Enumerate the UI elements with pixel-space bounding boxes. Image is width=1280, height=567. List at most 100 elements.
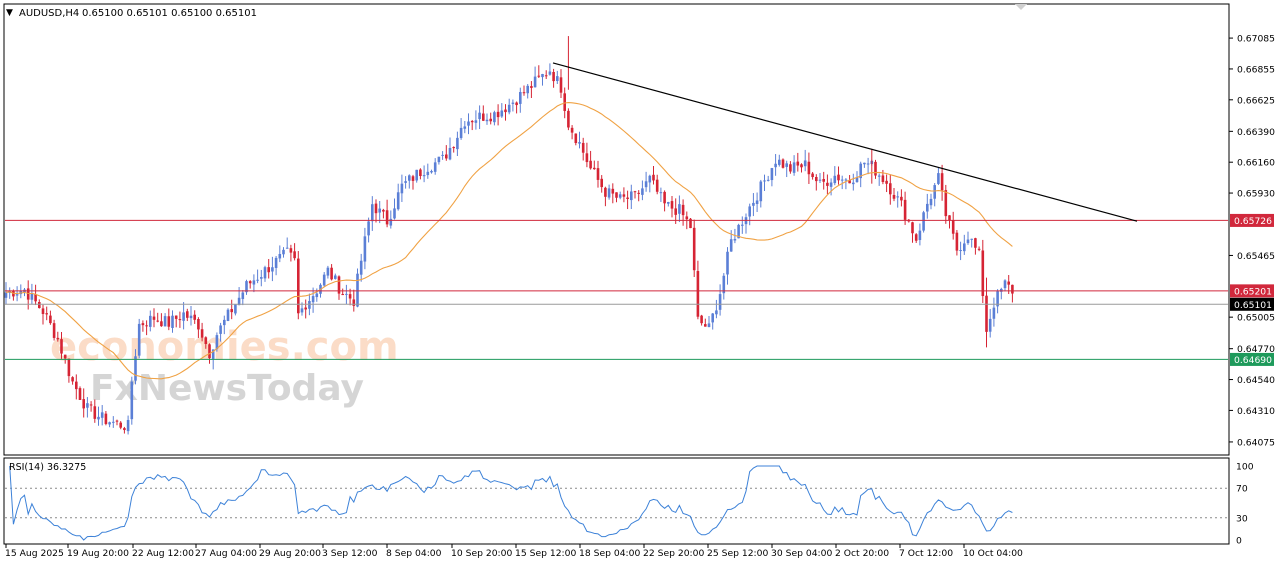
time-tick-label: 10 Sep 20:00 xyxy=(451,548,512,559)
candle-body xyxy=(337,276,341,294)
price-level-badge xyxy=(1230,352,1274,366)
candle-body xyxy=(52,323,56,338)
candle-body xyxy=(248,281,252,284)
candle-body xyxy=(308,300,311,309)
candle-body xyxy=(82,399,85,409)
rsi-tick-label: 70 xyxy=(1236,484,1248,495)
price-pane xyxy=(3,3,1230,456)
candle-body xyxy=(615,192,618,198)
candle-body xyxy=(208,344,211,359)
candle-body xyxy=(237,297,241,306)
candle-body xyxy=(704,324,707,327)
candle-body xyxy=(470,121,474,123)
candle-body xyxy=(811,173,814,178)
candle-body xyxy=(211,349,215,359)
candle-body xyxy=(1003,280,1007,289)
candle-body xyxy=(367,221,370,236)
candle-body xyxy=(903,199,907,220)
candle-body xyxy=(396,192,400,210)
candle-body xyxy=(733,238,737,241)
candle-body xyxy=(134,356,137,381)
candle-body xyxy=(322,274,326,286)
candle-body xyxy=(330,267,333,280)
candle-body xyxy=(67,358,71,377)
candle-body xyxy=(800,164,803,168)
candle-body xyxy=(300,308,304,313)
candle-body xyxy=(178,319,182,321)
candle-body xyxy=(260,277,263,279)
candle-body xyxy=(959,250,962,252)
candle-body xyxy=(456,137,459,150)
candle-body xyxy=(493,112,496,123)
candle-body xyxy=(411,176,415,181)
candle-body xyxy=(663,191,666,204)
candle-body xyxy=(644,181,648,188)
candle-body xyxy=(441,154,444,156)
time-tick-label: 15 Aug 2025 xyxy=(5,548,64,559)
candle-body xyxy=(737,224,740,239)
candle-body xyxy=(382,209,385,212)
candle-body xyxy=(770,168,774,181)
candle-body xyxy=(859,163,862,179)
candle-body xyxy=(193,314,196,320)
candle-body xyxy=(996,291,999,307)
time-tick-label: 22 Aug 12:00 xyxy=(132,548,194,559)
candle-body xyxy=(507,104,511,113)
candle-body xyxy=(556,76,559,81)
candle-body xyxy=(940,173,944,191)
time-tick-label: 25 Sep 12:00 xyxy=(707,548,768,559)
candle-body xyxy=(75,381,78,390)
candle-body xyxy=(970,238,973,240)
candle-body xyxy=(715,310,718,315)
candle-body xyxy=(922,212,925,231)
time-tick-label: 10 Oct 04:00 xyxy=(963,548,1023,559)
candle-body xyxy=(171,315,174,328)
candle-body xyxy=(363,236,367,262)
candle-body xyxy=(885,180,888,184)
time-tick-label: 22 Sep 20:00 xyxy=(643,548,704,559)
candle-body xyxy=(226,309,230,321)
candle-body xyxy=(840,179,844,181)
candle-body xyxy=(119,422,122,428)
candle-body xyxy=(137,323,141,356)
candle-body xyxy=(674,208,677,215)
candle-body xyxy=(34,294,37,302)
candle-body xyxy=(748,206,751,217)
candle-body xyxy=(163,316,167,327)
candle-body xyxy=(752,202,755,206)
time-tick-label: 27 Aug 04:00 xyxy=(195,548,257,559)
candle-body xyxy=(889,183,892,195)
candle-body xyxy=(437,156,441,163)
candle-body xyxy=(604,187,607,197)
candle-body xyxy=(334,275,337,279)
candle-body xyxy=(49,315,52,324)
moving-average-line xyxy=(5,102,1013,380)
candle-body xyxy=(526,85,529,94)
candle-body xyxy=(896,196,899,198)
price-tick-label: 0.64310 xyxy=(1237,406,1275,417)
candle-body xyxy=(100,412,104,418)
candle-body xyxy=(174,315,178,319)
candle-body xyxy=(633,191,637,193)
candle-body xyxy=(844,179,848,181)
candle-body xyxy=(655,179,659,192)
candle-body xyxy=(789,164,792,172)
candle-body xyxy=(219,325,222,334)
candle-body xyxy=(341,294,344,296)
shift-marker-icon[interactable] xyxy=(1015,4,1027,10)
candle-body xyxy=(685,216,689,220)
candle-body xyxy=(833,175,837,184)
candle-body xyxy=(189,315,193,319)
collapse-arrow-icon[interactable]: ▼ xyxy=(6,8,13,18)
candle-body xyxy=(829,182,833,187)
candle-body xyxy=(822,178,825,182)
candle-body xyxy=(900,196,903,201)
candle-body xyxy=(448,147,452,160)
candle-body xyxy=(596,168,600,180)
candle-body xyxy=(271,267,274,272)
candle-body xyxy=(467,121,470,126)
candle-body xyxy=(696,271,700,317)
candle-body xyxy=(926,203,929,212)
candle-body xyxy=(974,238,977,248)
